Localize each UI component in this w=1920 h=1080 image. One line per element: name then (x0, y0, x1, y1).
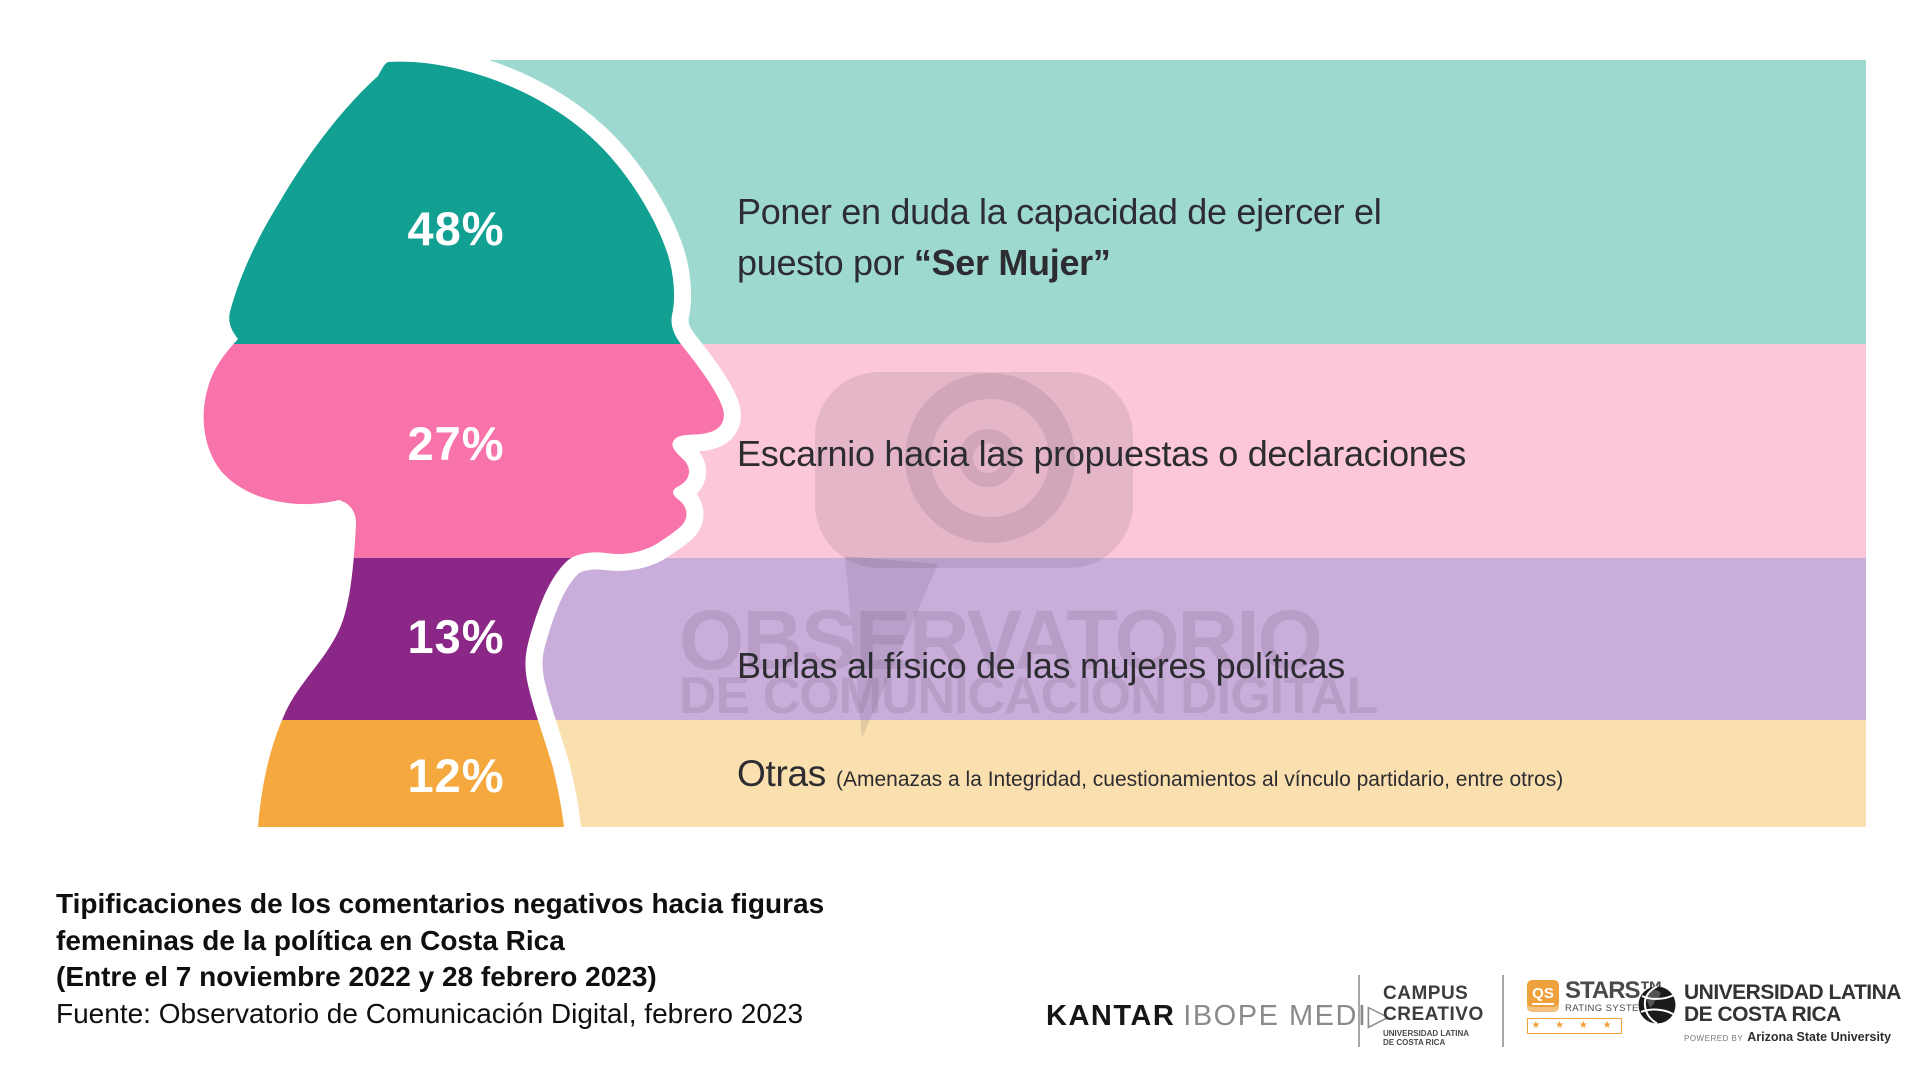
watermark-bubble-tail (845, 556, 938, 738)
title-line2: femeninas de la política en Costa Rica (56, 924, 565, 956)
logo-divider-2 (1502, 975, 1504, 1047)
pct-13: 13% (407, 610, 504, 663)
label-ser-mujer-line1: Poner en duda la capacidad de ejercer el (737, 191, 1382, 232)
uni-line1: UNIVERSIDAD LATINA (1684, 981, 1901, 1004)
uni-powered-by: POWERED BY Arizona State University (1684, 1030, 1892, 1044)
label-otras-main: Otras (737, 753, 826, 794)
ibope-media-wordmark: IBOPE MEDI▷ (1183, 1000, 1392, 1032)
watermark-line1: OBSERVATORIO (679, 593, 1323, 687)
globe-icon (1638, 985, 1676, 1025)
label-ser-mujer: Poner en duda la capacidad de ejercer el… (737, 186, 1382, 288)
universidad-latina-logo: UNIVERSIDAD LATINA DE COSTA RICA POWERED… (1684, 981, 1901, 1045)
kantar-ibope-media-logo: KANTAR IBOPE MEDI▷ (1046, 998, 1391, 1033)
campus-subtitle: UNIVERSIDAD LATINA DE COSTA RICA (1383, 1029, 1470, 1047)
title-line1: Tipificaciones de los comentarios negati… (56, 888, 825, 919)
pct-48: 48% (407, 202, 504, 255)
label-ser-mujer-line2: puesto por “Ser Mujer” (737, 242, 1111, 283)
watermark-line2: DE COMUNICACIÓN DIGITAL (679, 667, 1378, 725)
qs-badge-icon: QS (1527, 980, 1559, 1012)
source-line: Fuente: Observatorio de Comunicación Dig… (56, 997, 804, 1029)
label-escarnio: Escarnio hacia las propuestas o declarac… (737, 433, 1466, 474)
watermark-eye-inner (959, 429, 1017, 487)
chart-title: Tipificaciones de los comentarios negati… (56, 886, 824, 1032)
pct-12: 12% (407, 749, 504, 802)
qs-rating-system: RATING SYSTEM (1565, 1003, 1648, 1014)
uni-line2: DE COSTA RICA (1684, 1003, 1841, 1026)
band-burlas (480, 558, 1866, 720)
campus-line2: CREATIVO (1383, 1004, 1484, 1025)
logo-divider-1 (1358, 975, 1360, 1047)
label-otras-detail: (Amenazas a la Integridad, cuestionamien… (835, 768, 1564, 791)
watermark-eye-outer (905, 373, 1075, 543)
label-otras: Otras (Amenazas a la Integridad, cuestio… (737, 748, 1563, 805)
band-ser-mujer (480, 60, 1866, 344)
band-otras (480, 720, 1866, 827)
campus-creativo-logo: CAMPUS CREATIVO UNIVERSIDAD LATINA DE CO… (1383, 983, 1484, 1047)
kantar-wordmark: KANTAR (1046, 1000, 1176, 1032)
watermark-bubble (815, 372, 1133, 568)
campus-line1: CAMPUS (1383, 983, 1469, 1004)
label-burlas: Burlas al físico de las mujeres política… (737, 645, 1345, 686)
pct-27: 27% (407, 417, 504, 470)
qs-four-stars: ★ ★ ★ ★ (1527, 1018, 1622, 1034)
title-line3: (Entre el 7 noviembre 2022 y 28 febrero … (56, 961, 657, 992)
